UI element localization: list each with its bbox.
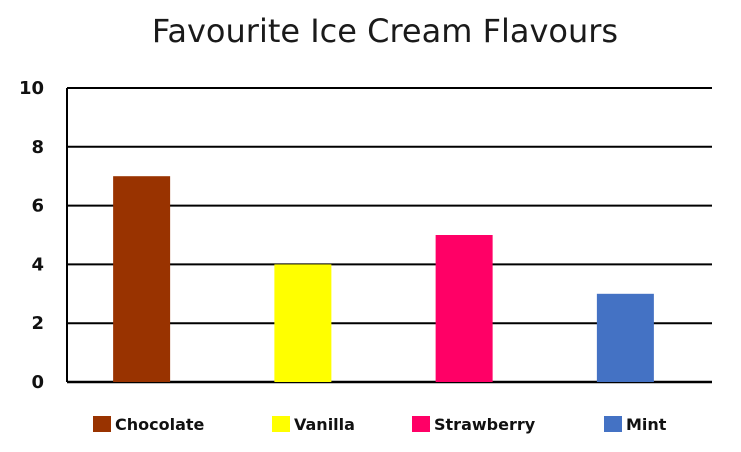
legend-label-vanilla: Vanilla — [294, 415, 355, 434]
legend-swatch-mint — [604, 416, 622, 432]
y-tick-label-4: 4 — [31, 254, 44, 275]
y-tick-label-2: 2 — [31, 313, 44, 334]
legend-swatch-vanilla — [272, 416, 290, 432]
legend-swatch-chocolate — [93, 416, 111, 432]
chart-title: Favourite Ice Cream Flavours — [152, 12, 618, 50]
bar-chocolate — [113, 176, 171, 382]
legend: Chocolate Vanilla Strawberry Mint — [93, 415, 667, 434]
bar-strawberry — [435, 235, 493, 382]
legend-label-mint: Mint — [626, 415, 667, 434]
bar-vanilla — [274, 264, 332, 382]
y-tick-label-10: 10 — [19, 78, 44, 99]
legend-swatch-strawberry — [412, 416, 430, 432]
y-tick-label-8: 8 — [31, 137, 44, 158]
y-tick-label-0: 0 — [31, 372, 44, 393]
y-axis: 0 2 4 6 8 10 — [19, 78, 68, 393]
legend-label-strawberry: Strawberry — [434, 415, 536, 434]
bars — [113, 176, 654, 382]
y-tick-label-6: 6 — [31, 196, 44, 217]
bar-mint — [596, 293, 654, 382]
legend-label-chocolate: Chocolate — [115, 415, 205, 434]
